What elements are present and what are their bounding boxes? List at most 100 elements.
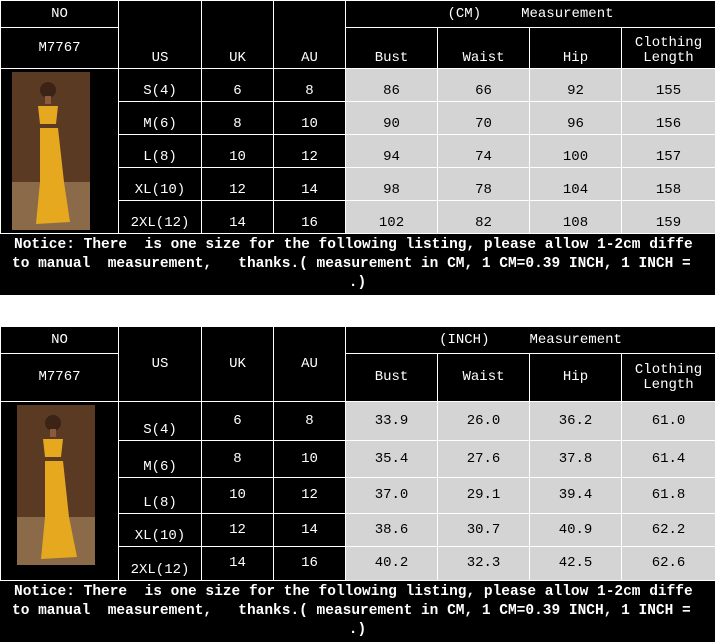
size-cell: 8 <box>202 441 273 477</box>
measurement-cell: 98 <box>346 168 437 200</box>
measurement-cell: 37.0 <box>346 478 437 513</box>
size-cell: 2XL(12) <box>119 547 201 580</box>
measurement-cell: 35.4 <box>346 441 437 477</box>
size-cell: 8 <box>202 102 273 134</box>
notice-line: Notice: There is one size for the follow… <box>14 584 693 600</box>
size-cell: 6 <box>202 69 273 101</box>
measurement-cell: 74 <box>438 135 529 167</box>
notice: Notice: There is one size for the follow… <box>0 581 715 642</box>
measurement-cell: 66 <box>438 69 529 101</box>
size-cell: S(4) <box>119 69 201 101</box>
measurement-cell: 157 <box>622 135 715 167</box>
size-cell: 6 <box>202 402 273 440</box>
notice-line: to manual measurement, thanks.( measurem… <box>12 603 691 619</box>
measurement-cell: 40.9 <box>530 514 621 546</box>
product-photo <box>17 405 95 565</box>
size-cell: 14 <box>202 201 273 233</box>
product-photo <box>12 72 90 230</box>
size-cell: M(6) <box>119 102 201 134</box>
size-cell: 16 <box>274 201 345 233</box>
no-label: NO <box>1 1 118 27</box>
column-header: US <box>119 1 201 68</box>
size-cell: 10 <box>202 135 273 167</box>
measurement-cell: 158 <box>622 168 715 200</box>
measurement-cell: 32.3 <box>438 547 529 580</box>
measurement-cell: 82 <box>438 201 529 233</box>
model-number: M7767 <box>1 28 118 68</box>
measurement-cell: 39.4 <box>530 478 621 513</box>
size-cell: 2XL(12) <box>119 201 201 233</box>
measurement-cell: 156 <box>622 102 715 134</box>
notice: Notice: There is one size for the follow… <box>0 234 715 295</box>
measurement-cell: 61.8 <box>622 478 715 513</box>
measurement-cell: 37.8 <box>530 441 621 477</box>
size-cell: 14 <box>274 514 345 546</box>
unit-label: (INCH) <box>439 331 490 348</box>
size-cell: XL(10) <box>119 514 201 546</box>
column-header: Waist <box>438 28 529 68</box>
column-header: Hip <box>530 354 621 401</box>
measurement-cell: 104 <box>530 168 621 200</box>
column-header: AU <box>274 327 345 401</box>
measurement-cell: 61.4 <box>622 441 715 477</box>
size-cell: 12 <box>274 135 345 167</box>
size-cell: M(6) <box>119 441 201 477</box>
column-header: Clothing Length <box>622 354 715 401</box>
measurement-cell: 42.5 <box>530 547 621 580</box>
notice-line: to manual measurement, thanks.( measurem… <box>12 256 691 272</box>
column-header: Bust <box>346 28 437 68</box>
size-cell: 16 <box>274 547 345 580</box>
size-cell: 14 <box>274 168 345 200</box>
measurement-cell: 38.6 <box>346 514 437 546</box>
measurement-label: Measurement <box>521 5 614 22</box>
size-cell: 14 <box>202 547 273 580</box>
size-cell: 12 <box>274 478 345 513</box>
column-header: Hip <box>530 28 621 68</box>
measurement-header: (INCH) Measurement <box>346 327 715 353</box>
column-header: UK <box>202 327 273 401</box>
size-cell: 8 <box>274 402 345 440</box>
column-header: AU <box>274 1 345 68</box>
measurement-cell: 61.0 <box>622 402 715 440</box>
measurement-header: (CM) Measurement <box>346 1 715 27</box>
size-cell: 12 <box>202 514 273 546</box>
measurement-cell: 108 <box>530 201 621 233</box>
measurement-cell: 30.7 <box>438 514 529 546</box>
size-cell: 10 <box>274 441 345 477</box>
measurement-cell: 102 <box>346 201 437 233</box>
measurement-cell: 70 <box>438 102 529 134</box>
measurement-cell: 27.6 <box>438 441 529 477</box>
measurement-cell: 62.6 <box>622 547 715 580</box>
size-cell: 12 <box>202 168 273 200</box>
column-header: Bust <box>346 354 437 401</box>
size-cell: XL(10) <box>119 168 201 200</box>
measurement-cell: 96 <box>530 102 621 134</box>
model-number: M7767 <box>1 354 118 401</box>
measurement-cell: 29.1 <box>438 478 529 513</box>
notice-line: .) <box>348 622 367 638</box>
column-header: US <box>119 327 201 401</box>
unit-label: (CM) <box>447 5 482 22</box>
size-cell: 10 <box>274 102 345 134</box>
column-header: Waist <box>438 354 529 401</box>
measurement-cell: 86 <box>346 69 437 101</box>
notice-line: Notice: There is one size for the follow… <box>14 237 693 253</box>
measurement-cell: 62.2 <box>622 514 715 546</box>
measurement-label: Measurement <box>529 331 622 348</box>
measurement-cell: 26.0 <box>438 402 529 440</box>
notice-line: .) <box>348 275 367 291</box>
column-header: UK <box>202 1 273 68</box>
measurement-cell: 94 <box>346 135 437 167</box>
measurement-cell: 90 <box>346 102 437 134</box>
column-header: Clothing Length <box>622 28 715 68</box>
measurement-cell: 100 <box>530 135 621 167</box>
size-cell: L(8) <box>119 135 201 167</box>
measurement-cell: 36.2 <box>530 402 621 440</box>
size-cell: 8 <box>274 69 345 101</box>
measurement-cell: 40.2 <box>346 547 437 580</box>
size-cell: S(4) <box>119 402 201 440</box>
size-cell: L(8) <box>119 478 201 513</box>
measurement-cell: 155 <box>622 69 715 101</box>
measurement-cell: 159 <box>622 201 715 233</box>
